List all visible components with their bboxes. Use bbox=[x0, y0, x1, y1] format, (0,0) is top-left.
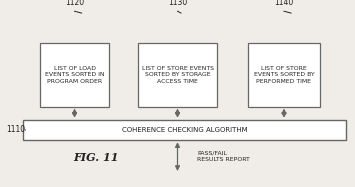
Text: LIST OF LOAD
EVENTS SORTED IN
PROGRAM ORDER: LIST OF LOAD EVENTS SORTED IN PROGRAM OR… bbox=[45, 66, 104, 84]
FancyBboxPatch shape bbox=[40, 43, 109, 107]
Text: 1120: 1120 bbox=[65, 0, 84, 7]
FancyBboxPatch shape bbox=[23, 120, 346, 140]
Text: LIST OF STORE EVENTS
SORTED BY STORAGE
ACCESS TIME: LIST OF STORE EVENTS SORTED BY STORAGE A… bbox=[142, 66, 213, 84]
Text: 1140: 1140 bbox=[274, 0, 294, 7]
Text: LIST OF STORE
EVENTS SORTED BY
PERFORMED TIME: LIST OF STORE EVENTS SORTED BY PERFORMED… bbox=[254, 66, 314, 84]
FancyBboxPatch shape bbox=[138, 43, 218, 107]
Text: 1130: 1130 bbox=[168, 0, 187, 7]
FancyBboxPatch shape bbox=[248, 43, 321, 107]
Text: FIG. 11: FIG. 11 bbox=[73, 152, 119, 163]
Text: 1110: 1110 bbox=[6, 125, 26, 134]
Text: COHERENCE CHECKING ALGORITHM: COHERENCE CHECKING ALGORITHM bbox=[122, 127, 247, 133]
Text: PASS/FAIL
RESULTS REPORT: PASS/FAIL RESULTS REPORT bbox=[197, 150, 250, 162]
